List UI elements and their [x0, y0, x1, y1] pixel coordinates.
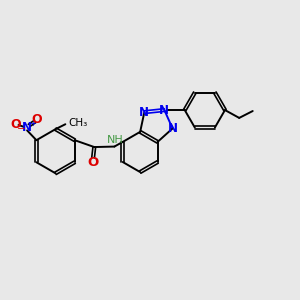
- Text: −: −: [17, 124, 26, 134]
- Text: N: N: [159, 103, 170, 117]
- Text: N: N: [22, 121, 32, 134]
- Text: O: O: [32, 113, 42, 126]
- Text: +: +: [29, 119, 36, 128]
- Text: NH: NH: [107, 135, 124, 145]
- Text: CH₃: CH₃: [68, 118, 88, 128]
- Text: N: N: [140, 106, 149, 119]
- Text: O: O: [87, 156, 99, 169]
- Text: O: O: [11, 118, 21, 131]
- Text: N: N: [167, 122, 178, 135]
